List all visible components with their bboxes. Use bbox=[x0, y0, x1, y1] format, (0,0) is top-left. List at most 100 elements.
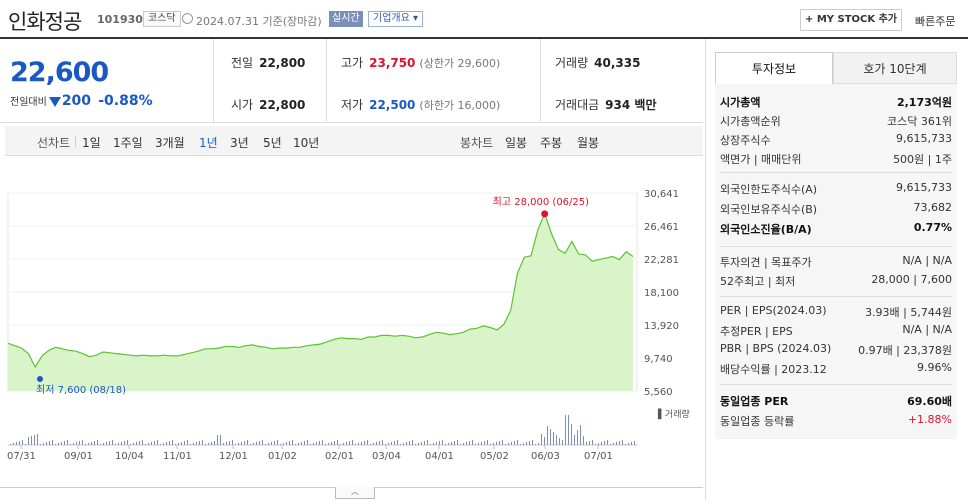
volume-bar bbox=[496, 442, 497, 445]
info-row: 동일업종 등락률 +1.88% bbox=[720, 413, 952, 431]
volume-bar bbox=[181, 442, 182, 445]
period-10y[interactable]: 10년 bbox=[293, 136, 320, 150]
volume-bar bbox=[592, 440, 593, 445]
info-label: 액면가 | 매매단위 bbox=[720, 153, 802, 166]
info-label: 시가총액 bbox=[720, 96, 761, 109]
volume-bar bbox=[232, 440, 233, 445]
volume-bar bbox=[85, 444, 86, 445]
volume-bar bbox=[217, 435, 218, 445]
divider bbox=[213, 39, 214, 123]
quick-order-link[interactable]: 빠른주문 bbox=[915, 15, 956, 28]
volume-bar bbox=[583, 436, 584, 445]
volume-bar bbox=[43, 443, 44, 445]
volume-bar bbox=[67, 440, 68, 445]
volume-bar bbox=[328, 443, 329, 445]
info-row: 추정PER | EPS N/A | N/A bbox=[720, 323, 952, 341]
volume-bar bbox=[199, 441, 200, 445]
corp-overview-label: 기업개요 bbox=[373, 13, 410, 24]
period-1y[interactable]: 1년 bbox=[199, 136, 218, 150]
period-3y[interactable]: 3년 bbox=[230, 136, 249, 150]
info-row: PBR | BPS (2024.03) 0.97배 | 23,378원 bbox=[720, 342, 952, 360]
x-tick-label: 12/01 bbox=[219, 451, 248, 462]
volume-bar bbox=[607, 440, 608, 445]
candle-daily[interactable]: 일봉 bbox=[505, 136, 528, 150]
x-tick-label: 09/01 bbox=[64, 451, 93, 462]
collapse-toggle[interactable]: ︿ bbox=[335, 487, 375, 499]
volume-bar bbox=[538, 443, 539, 445]
volume-bar bbox=[136, 442, 137, 445]
volume-bar bbox=[475, 444, 476, 445]
volume-bar bbox=[19, 441, 20, 445]
volume-bar bbox=[487, 440, 488, 445]
period-3m[interactable]: 3개월 bbox=[155, 136, 185, 150]
price-area bbox=[8, 213, 633, 391]
period-1d[interactable]: 1일 bbox=[82, 136, 101, 150]
x-tick-label: 11/01 bbox=[163, 451, 192, 462]
y-tick-label: 5,560 bbox=[644, 387, 673, 398]
x-tick-label: 01/02 bbox=[268, 451, 297, 462]
stock-name: 인화정공 bbox=[8, 10, 82, 34]
info-value: 0.77% bbox=[913, 221, 952, 234]
y-tick-label: 30,641 bbox=[644, 189, 679, 200]
volume-bar bbox=[388, 443, 389, 445]
volume-bar bbox=[34, 435, 35, 445]
price-chart[interactable]: 30,641 26,461 22,281 18,100 13,920 9,740 5,560… bbox=[0, 157, 703, 487]
info-value: 코스닥 361위 bbox=[887, 115, 952, 128]
candle-chart-label[interactable]: 봉차트 bbox=[460, 136, 494, 150]
volume-bar bbox=[25, 444, 26, 445]
info-value: 9,615,733 bbox=[896, 132, 952, 145]
period-5y[interactable]: 5년 bbox=[263, 136, 282, 150]
volume-bar bbox=[559, 438, 560, 445]
volume-bar bbox=[190, 444, 191, 445]
tab-investment-info[interactable]: 투자정보 bbox=[715, 52, 833, 84]
volume-bar bbox=[247, 440, 248, 445]
volume-bar bbox=[505, 444, 506, 445]
info-row: 상장주식수 9,615,733 bbox=[720, 132, 952, 150]
volume-bar bbox=[574, 435, 575, 445]
volume-bar bbox=[460, 444, 461, 445]
volume-bar bbox=[331, 442, 332, 445]
period-1w[interactable]: 1주일 bbox=[113, 136, 143, 150]
volume-bar bbox=[124, 441, 125, 445]
line-chart-label[interactable]: 선차트 bbox=[37, 136, 71, 150]
info-value: 3.93배 | 5,744원 bbox=[865, 306, 952, 319]
realtime-badge[interactable]: 실시간 bbox=[329, 11, 363, 27]
volume-bar bbox=[418, 443, 419, 445]
candle-monthly[interactable]: 월봉 bbox=[577, 136, 600, 150]
volume-bar bbox=[253, 443, 254, 445]
volume-bar bbox=[229, 441, 230, 445]
volume-bar bbox=[115, 444, 116, 445]
info-value: 2,173억원 bbox=[896, 96, 952, 109]
volume-bar bbox=[526, 442, 527, 445]
info-row: 52주최고 | 최저 28,000 | 7,600 bbox=[720, 273, 952, 291]
volume-bar bbox=[310, 444, 311, 445]
volume-bar bbox=[208, 443, 209, 445]
info-value: 69.60배 bbox=[907, 395, 952, 408]
volume-bar bbox=[604, 441, 605, 445]
volume-bar bbox=[508, 443, 509, 445]
volume-bar bbox=[265, 444, 266, 445]
info-row: PER | EPS(2024.03) 3.93배 | 5,744원 bbox=[720, 304, 952, 322]
chevron-up-icon: ︿ bbox=[351, 487, 359, 496]
volume-bar bbox=[121, 442, 122, 445]
volume-bar bbox=[286, 442, 287, 445]
corp-overview-dropdown[interactable]: 기업개요 ▾ bbox=[368, 11, 424, 27]
volume-bar bbox=[157, 440, 158, 445]
volume-bar bbox=[490, 444, 491, 445]
candle-weekly[interactable]: 주봉 bbox=[540, 136, 563, 150]
volume-bar bbox=[430, 444, 431, 445]
volume-bar bbox=[373, 443, 374, 445]
volume-bar bbox=[139, 441, 140, 445]
volume-bar bbox=[472, 440, 473, 445]
volume-bar bbox=[436, 442, 437, 445]
mystock-add-button[interactable]: + MY STOCK 추가 bbox=[800, 9, 902, 31]
volume-bar bbox=[52, 440, 53, 445]
volume-bar bbox=[589, 441, 590, 445]
info-row: 외국인보유주식수(B) 73,682 bbox=[720, 201, 952, 219]
tab-orderbook-10[interactable]: 호가 10단계 bbox=[833, 52, 957, 84]
volume-bar bbox=[82, 440, 83, 445]
info-divider bbox=[720, 296, 952, 297]
volume-bar bbox=[118, 443, 119, 445]
divider bbox=[326, 39, 327, 123]
info-value: +1.88% bbox=[907, 413, 952, 426]
